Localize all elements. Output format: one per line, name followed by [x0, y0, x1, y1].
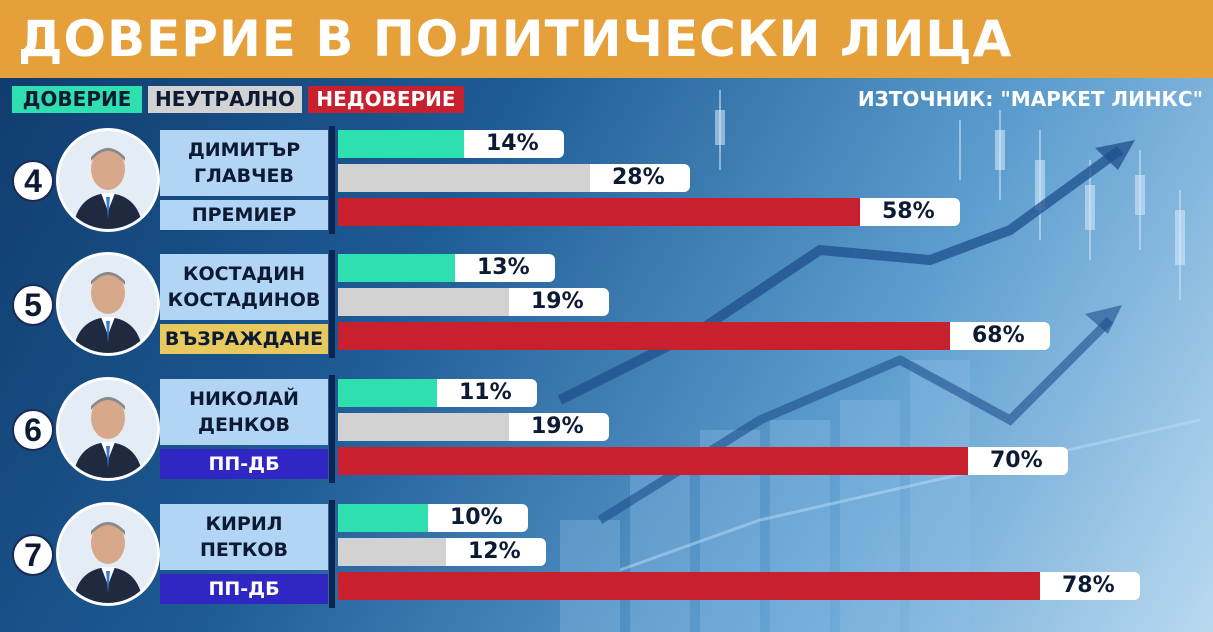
role-badge: ПП-ДБ: [160, 449, 328, 479]
avatar: [56, 377, 160, 481]
name-box: НИКОЛАЙ ДЕНКОВ: [160, 379, 328, 445]
legend-neutral: НЕУТРАЛНО: [148, 86, 302, 113]
person-silhouette-icon: [59, 255, 157, 353]
bar-label-distrust: 78%: [1040, 572, 1140, 600]
person-silhouette-icon: [59, 131, 157, 229]
bar-label-trust: 11%: [437, 379, 537, 407]
bar-label-neutral: 12%: [446, 538, 546, 566]
bar-trust: [338, 130, 464, 158]
person-row: 5 КОСТАДИН КОСТАДИНОВ ВЪЗРАЖДАНЕ 13% 19% 68%: [0, 250, 1213, 360]
page-title: ДОВЕРИЕ В ПОЛИТИЧЕСКИ ЛИЦА: [18, 10, 1013, 68]
avatar: [56, 252, 160, 356]
bar-label-trust: 10%: [428, 504, 528, 532]
bar-label-neutral: 19%: [509, 413, 609, 441]
bar-trust: [338, 504, 428, 532]
bar-distrust: [338, 447, 968, 475]
role-badge: ПП-ДБ: [160, 574, 328, 604]
title-bar: ДОВЕРИЕ В ПОЛИТИЧЕСКИ ЛИЦА: [0, 0, 1213, 78]
source-label: ИЗТОЧНИК: "МАРКЕТ ЛИНКС": [857, 87, 1203, 111]
bar-distrust: [338, 322, 950, 350]
avatar: [56, 502, 160, 606]
bar-label-distrust: 68%: [950, 322, 1050, 350]
bar-trust: [338, 254, 455, 282]
bar-label-trust: 14%: [464, 130, 564, 158]
rank-number: 4: [12, 160, 54, 202]
name-last: ДЕНКОВ: [198, 414, 290, 436]
bar-distrust: [338, 198, 860, 226]
bar-trust: [338, 379, 437, 407]
bar-neutral: [338, 538, 446, 566]
name-last: ПЕТКОВ: [199, 539, 288, 561]
avatar: [56, 128, 160, 232]
name-box: КИРИЛ ПЕТКОВ: [160, 504, 328, 570]
role-badge: ВЪЗРАЖДАНЕ: [160, 324, 328, 354]
name-first: КОСТАДИН: [182, 263, 305, 285]
name-first: ДИМИТЪР: [187, 139, 301, 161]
bar-label-trust: 13%: [455, 254, 555, 282]
rank-number: 6: [12, 409, 54, 451]
bar-label-neutral: 28%: [590, 164, 690, 192]
legend-trust: ДОВЕРИЕ: [12, 86, 142, 113]
bar-neutral: [338, 164, 590, 192]
name-last: ГЛАВЧЕВ: [194, 165, 294, 187]
bar-divider: [329, 375, 335, 483]
legend-distrust: НЕДОВЕРИЕ: [308, 86, 464, 113]
person-row: 4 ДИМИТЪР ГЛАВЧЕВ ПРЕМИЕР 14% 28% 58%: [0, 126, 1213, 236]
bar-neutral: [338, 288, 509, 316]
name-first: КИРИЛ: [205, 513, 283, 535]
bar-label-neutral: 19%: [509, 288, 609, 316]
person-silhouette-icon: [59, 505, 157, 603]
bar-divider: [329, 500, 335, 608]
person-row: 7 КИРИЛ ПЕТКОВ ПП-ДБ 10% 12% 78%: [0, 500, 1213, 610]
rank-number: 5: [12, 284, 54, 326]
bar-label-distrust: 58%: [860, 198, 960, 226]
role-badge: ПРЕМИЕР: [160, 200, 328, 230]
name-last: КОСТАДИНОВ: [167, 289, 321, 311]
person-silhouette-icon: [59, 380, 157, 478]
bar-divider: [329, 126, 335, 234]
bar-distrust: [338, 572, 1040, 600]
bar-divider: [329, 250, 335, 358]
rank-number: 7: [12, 534, 54, 576]
bar-neutral: [338, 413, 509, 441]
person-row: 6 НИКОЛАЙ ДЕНКОВ ПП-ДБ 11% 19% 70%: [0, 375, 1213, 485]
bar-label-distrust: 70%: [968, 447, 1068, 475]
name-box: КОСТАДИН КОСТАДИНОВ: [160, 254, 328, 320]
name-first: НИКОЛАЙ: [189, 388, 299, 410]
name-box: ДИМИТЪР ГЛАВЧЕВ: [160, 130, 328, 196]
